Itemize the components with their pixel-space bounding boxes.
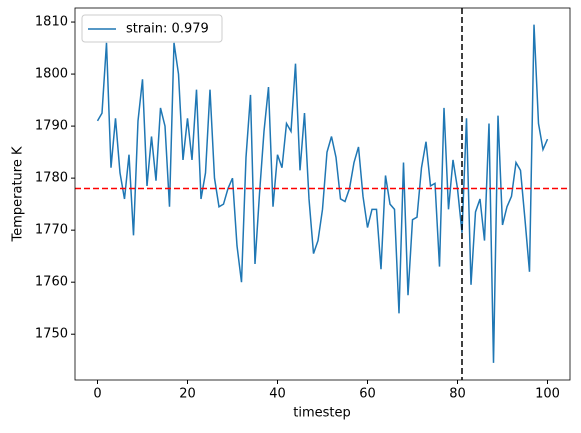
legend-label: strain: 0.979 xyxy=(126,22,209,37)
x-tick-label: 60 xyxy=(359,387,376,402)
y-tick-label: 1810 xyxy=(35,15,68,30)
x-tick-label: 20 xyxy=(179,387,196,402)
x-axis-label: timestep xyxy=(293,406,351,421)
y-tick-label: 1770 xyxy=(35,223,68,238)
y-tick-label: 1760 xyxy=(35,275,68,290)
y-tick-label: 1800 xyxy=(35,67,68,82)
y-tick-label: 1750 xyxy=(35,327,68,342)
plot-frame xyxy=(74,7,571,381)
x-tick-label: 80 xyxy=(449,387,466,402)
x-tick-label: 40 xyxy=(269,387,286,402)
y-tick-label: 1780 xyxy=(35,171,68,186)
x-tick-label: 100 xyxy=(535,387,560,402)
data-line xyxy=(96,24,549,363)
legend-box xyxy=(81,14,223,43)
y-tick-label: 1790 xyxy=(35,119,68,134)
x-tick-label: 0 xyxy=(93,387,101,402)
y-axis-label: Temperature K xyxy=(11,146,26,242)
